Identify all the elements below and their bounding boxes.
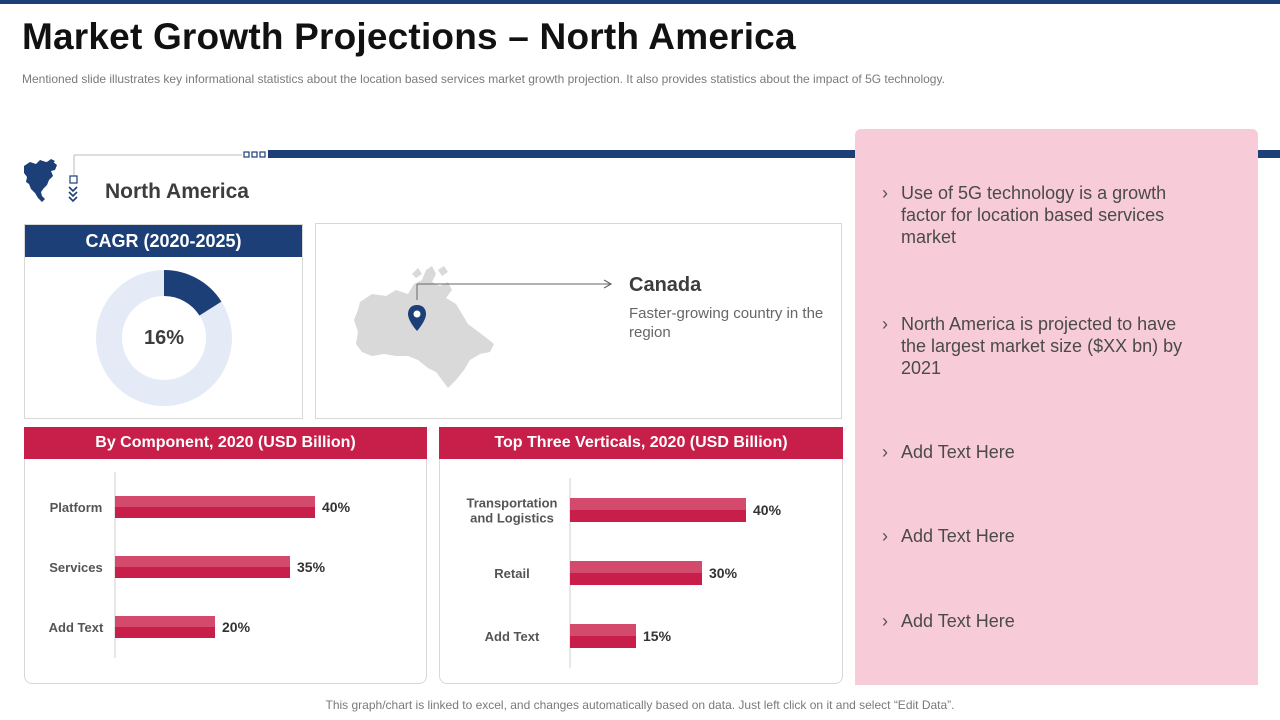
data-label: 40% — [753, 502, 782, 518]
insight-item: › Use of 5G technology is a growth factor… — [882, 183, 1167, 247]
location-pin-icon — [408, 305, 426, 331]
category-label: Services — [49, 560, 103, 575]
bar-highlight — [115, 556, 290, 567]
cagr-card: CAGR (2020-2025) 16% — [24, 224, 303, 419]
verticals-bar-chart: 40% Transportation and Logistics 30% Retail 1… — [466, 478, 782, 668]
chevron-right-icon: › — [882, 526, 888, 546]
bar-highlight — [115, 616, 215, 627]
data-label: 15% — [643, 628, 672, 644]
component-chart-card: By Component, 2020 (USD Billion) 40% Plat… — [24, 427, 427, 684]
insights-panel: › Use of 5G technology is a growth factor… — [855, 129, 1258, 685]
chevron-right-icon: › — [882, 183, 888, 203]
bar-highlight — [115, 496, 315, 507]
donut-slice-cagr — [163, 270, 222, 317]
verticals-chart-card: Top Three Verticals, 2020 (USD Billion) … — [439, 427, 843, 684]
cagr-heading: CAGR (2020-2025) — [25, 225, 302, 257]
category-label: Retail — [494, 566, 529, 581]
footnote: This graph/chart is linked to excel, and… — [325, 698, 955, 712]
data-label: 40% — [322, 499, 351, 515]
cagr-donut-chart — [96, 270, 232, 406]
page-title: Market Growth Projections – North Americ… — [22, 16, 796, 57]
cagr-value-label: 16% — [143, 326, 185, 349]
category-label: Add Text — [49, 620, 104, 635]
insight-item: › Add Text Here — [882, 442, 1015, 462]
bar-highlight — [570, 498, 746, 510]
chevron-right-icon: › — [882, 611, 888, 631]
region-connector — [68, 150, 1280, 203]
north-america-map-icon — [24, 159, 57, 202]
canada-card: Canada Faster-growing country in the reg… — [315, 223, 842, 419]
page-subtitle: Mentioned slide illustrates key informat… — [22, 72, 945, 86]
data-label: 20% — [222, 619, 251, 635]
data-label: 30% — [709, 565, 738, 581]
bar-highlight — [570, 561, 702, 573]
data-label: 35% — [297, 559, 326, 575]
chevron-right-icon: › — [882, 314, 888, 334]
chevron-right-icon: › — [882, 442, 888, 462]
insight-item: › Add Text Here — [882, 526, 1015, 546]
category-label: Platform — [50, 500, 103, 515]
bar-highlight — [570, 624, 636, 636]
region-label: North America — [105, 180, 249, 203]
insight-item: › Add Text Here — [882, 611, 1015, 631]
top-accent-rule — [0, 0, 1280, 4]
insight-item: › North America is projected to have the … — [882, 314, 1183, 378]
category-label: Add Text — [485, 629, 540, 644]
component-chart-title: By Component, 2020 (USD Billion) — [24, 427, 427, 459]
component-bar-chart: 40% Platform 35% Services 20% Add Text — [49, 472, 351, 658]
canada-pointer-line — [416, 279, 613, 300]
verticals-chart-title: Top Three Verticals, 2020 (USD Billion) — [439, 427, 843, 459]
canada-name: Canada — [629, 274, 702, 296]
canada-description: Faster-growing country in the region — [629, 305, 824, 341]
canada-map-icon — [354, 266, 494, 388]
category-label: Transportation and Logistics — [466, 496, 557, 526]
